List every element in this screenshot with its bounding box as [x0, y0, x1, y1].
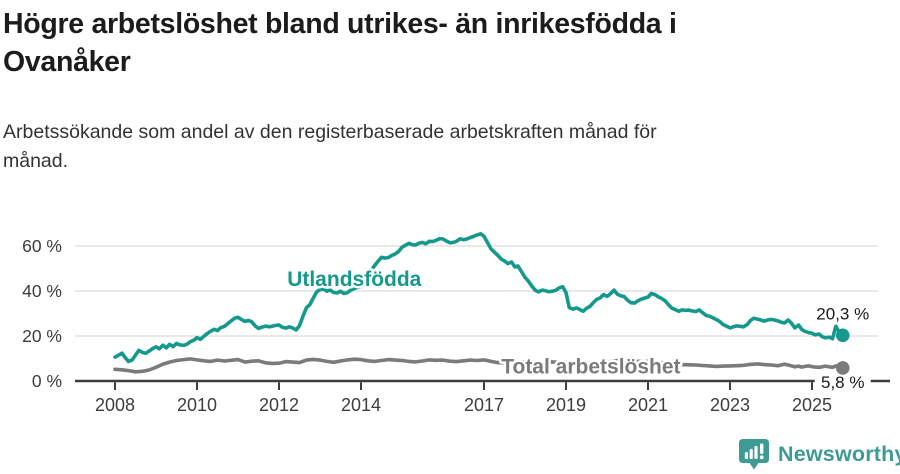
end-dot-total-arbetsl-shet: [835, 361, 850, 375]
series-line-total-arbetsl-shet: [113, 357, 845, 374]
y-axis-label-40: 40 %: [22, 281, 62, 301]
series-label-total-arbetsl-shet: Total arbetslöshet: [501, 355, 680, 378]
end-label-bg-total-arbetsl-shet: [814, 374, 871, 392]
newsworthy-logo-icon: [739, 439, 769, 470]
x-axis-label-2010: 2010: [177, 395, 217, 415]
end-value-label-utlandsf-dda: 20,3 %: [816, 304, 869, 323]
brand-footer: Newsworthy: [738, 438, 900, 471]
page-subtitle-line-1: Arbetssökande som andel av den registerb…: [3, 121, 657, 143]
x-axis-label-2014: 2014: [341, 395, 381, 415]
y-axis-label-20: 20 %: [22, 326, 62, 346]
x-axis-label-2023: 2023: [710, 395, 750, 415]
page-subtitle-line-2: månad.: [3, 150, 69, 172]
end-dot-utlandsf-dda: [835, 328, 850, 343]
x-axis-label-2008: 2008: [95, 395, 135, 415]
y-axis-label-0: 0 %: [32, 371, 62, 391]
page-title-line-1: Högre arbetslöshet bland utrikes- än inr…: [3, 8, 677, 40]
x-axis-label-2019: 2019: [546, 395, 586, 415]
x-axis-label-2025: 2025: [792, 395, 832, 415]
page-subtitle: Arbetssökande som andel av den registerb…: [3, 118, 863, 176]
page-title-line-2: Ovanåker: [3, 46, 131, 78]
x-axis-label-2017: 2017: [464, 395, 504, 415]
x-axis-label-2012: 2012: [259, 395, 299, 415]
series-label-utlandsf-dda: Utlandsfödda: [287, 268, 421, 291]
x-axis-label-2021: 2021: [628, 395, 668, 415]
series-line-utlandsf-dda: [113, 232, 845, 364]
brand-name: Newsworthy: [778, 442, 900, 466]
page-title: Högre arbetslöshet bland utrikes- än inr…: [3, 5, 859, 81]
y-axis-label-60: 60 %: [22, 236, 62, 256]
end-value-label-total-arbetsl-shet: 5,8 %: [821, 373, 864, 392]
